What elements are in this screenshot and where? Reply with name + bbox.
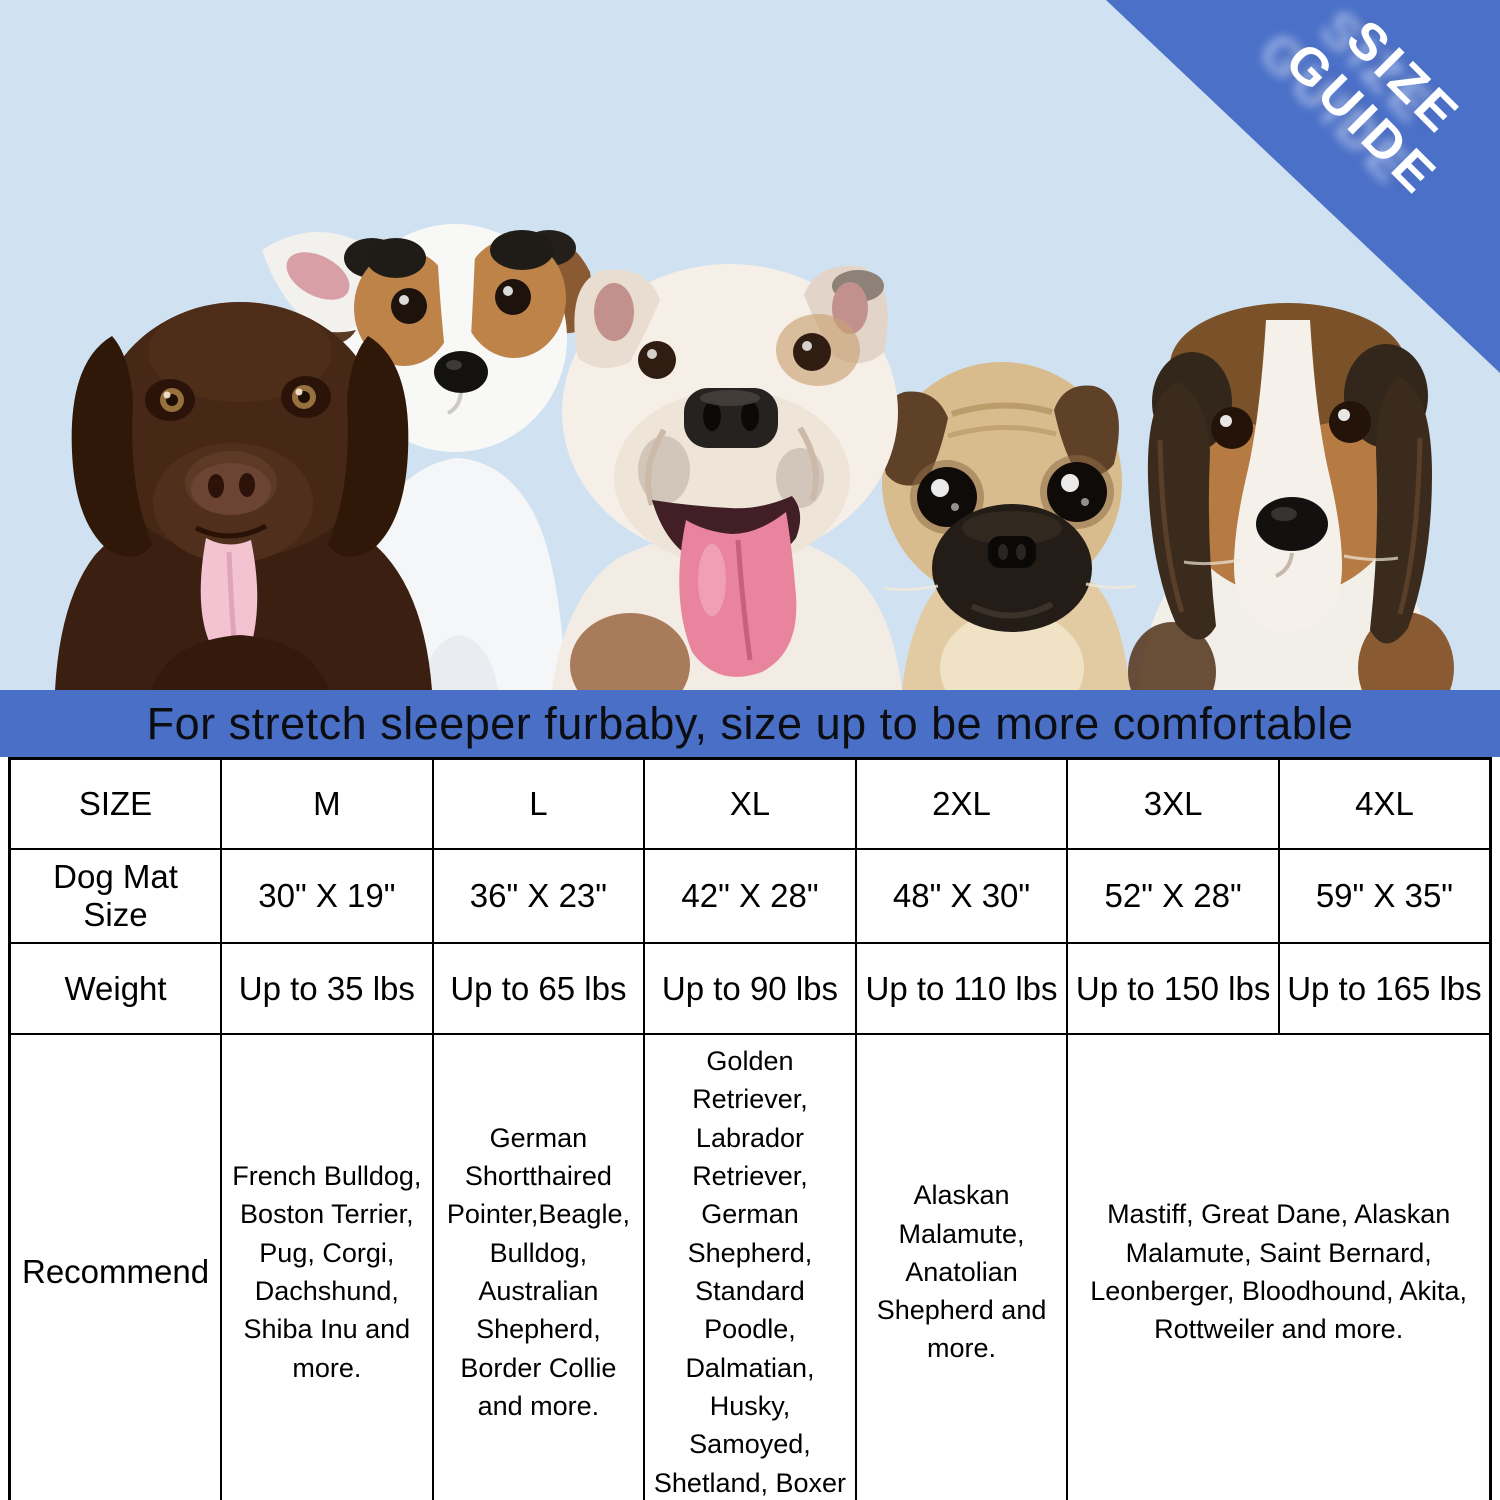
mat-size-4xl: 59" X 35": [1277, 848, 1492, 944]
header-l: L: [431, 757, 646, 850]
mat-size-2xl: 48" X 30": [854, 848, 1069, 944]
size-table: SIZE M L XL 2XL 3XL 4XL Dog Mat Size 30"…: [8, 757, 1492, 1500]
mat-size-3xl: 52" X 28": [1066, 848, 1280, 944]
weight-xl: Up to 90 lbs: [643, 942, 857, 1035]
weight-4xl: Up to 165 lbs: [1277, 942, 1492, 1035]
header-xl: XL: [643, 757, 857, 850]
banner: For stretch sleeper furbaby, size up to …: [0, 690, 1500, 757]
weight-2xl: Up to 110 lbs: [854, 942, 1069, 1035]
banner-text: For stretch sleeper furbaby, size up to …: [146, 697, 1354, 749]
english-bulldog-photo: [552, 264, 902, 690]
mat-size-xl: 42" X 28": [643, 848, 857, 944]
header-row: SIZE M L XL 2XL 3XL 4XL: [8, 757, 1492, 850]
corner-ribbon-triangle: [1106, 0, 1500, 373]
chocolate-labrador-photo: [55, 302, 432, 690]
dogs-photo-illustration: [55, 0, 1500, 690]
recommend-2xl: Alaskan Malamute, Anatolian Shepherd and…: [854, 1033, 1069, 1500]
mat-size-m: 30" X 19": [220, 848, 434, 944]
recommend-3xl-4xl: Mastiff, Great Dane, Alaskan Malamute, S…: [1066, 1033, 1492, 1500]
row-label-dog-mat-size: Dog Mat Size: [8, 848, 223, 944]
mat-size-row: Dog Mat Size 30" X 19" 36" X 23" 42" X 2…: [8, 848, 1492, 944]
row-label-weight: Weight: [8, 942, 223, 1035]
recommend-l: German Shortthaired Pointer,Beagle, Bull…: [431, 1033, 646, 1500]
recommend-row: Recommend French Bulldog, Boston Terrier…: [8, 1033, 1492, 1500]
header-3xl: 3XL: [1066, 757, 1280, 850]
header-4xl: 4XL: [1277, 757, 1492, 850]
mat-size-l: 36" X 23": [431, 848, 646, 944]
recommend-m: French Bulldog, Boston Terrier, Pug, Cor…: [220, 1033, 434, 1500]
pug-photo: [880, 362, 1137, 690]
row-label-recommend: Recommend: [8, 1033, 223, 1500]
beagle-photo: [1128, 303, 1454, 690]
header-2xl: 2XL: [854, 757, 1069, 850]
weight-3xl: Up to 150 lbs: [1066, 942, 1280, 1035]
hero-photo: SIZE GUIDE: [0, 0, 1500, 690]
header-size: SIZE: [8, 757, 223, 850]
weight-row: Weight Up to 35 lbs Up to 65 lbs Up to 9…: [8, 942, 1492, 1035]
weight-l: Up to 65 lbs: [431, 942, 646, 1035]
weight-m: Up to 35 lbs: [220, 942, 434, 1035]
header-m: M: [220, 757, 434, 850]
recommend-xl: Golden Retriever, Labrador Retriever, Ge…: [643, 1033, 857, 1500]
